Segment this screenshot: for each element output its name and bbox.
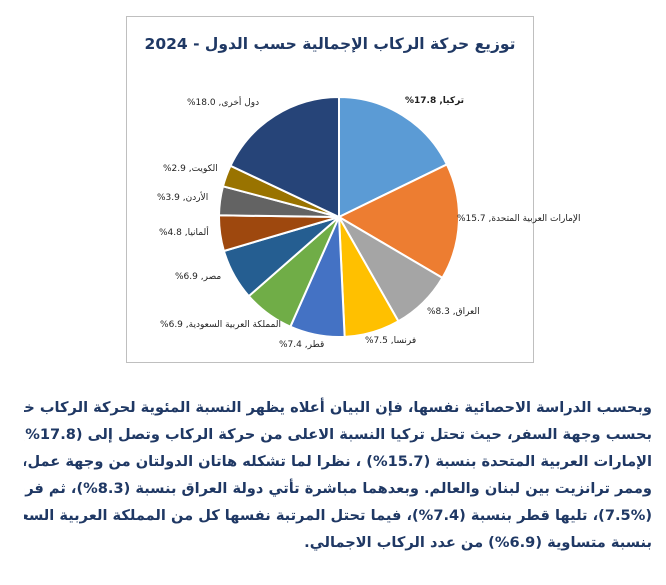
slice-label-germany: ألمانيا, ‎%4.8 bbox=[159, 228, 209, 238]
slice-label-iraq: العراق, ‎%8.3 bbox=[427, 307, 480, 317]
paragraph-line: بحسب وجهة السفر، حيث تحتل تركيا النسبة ا… bbox=[24, 426, 652, 443]
chart-title: توزيع حركة الركاب الإجمالية حسب الدول - … bbox=[144, 35, 516, 53]
pie-chart-svg bbox=[217, 95, 460, 338]
body-paragraph: وبحسب الدراسة الاحصائية نفسها، فإن البيا… bbox=[24, 394, 652, 556]
paragraph-line: وممر ترانزيت بين لبنان والعالم. وبعدهما … bbox=[24, 480, 652, 497]
slice-label-saudi: المملكة العربية السعودية, ‎%6.9 bbox=[160, 320, 281, 330]
slice-label-others: دول أخرى, ‎%18.0 bbox=[187, 98, 260, 108]
pie-slice-10 bbox=[229, 95, 340, 219]
paragraph-line: الإمارات العربية المتحدة بنسبة (15.7%) ،… bbox=[24, 453, 652, 470]
pie-chart: توزيع حركة الركاب الإجمالية حسب الدول - … bbox=[126, 16, 581, 363]
slice-label-jordan: الأردن, ‎%3.9 bbox=[157, 193, 209, 203]
slice-label-egypt: مصر, ‎%6.9 bbox=[175, 272, 222, 282]
pie-slice-1 bbox=[336, 163, 460, 280]
slice-label-qatar: قطر, ‎%7.4 bbox=[279, 340, 325, 350]
slice-label-uae: الإمارات العربية المتحدة, ‎%15.7 bbox=[457, 214, 581, 224]
slice-label-kuwait: الكويت, ‎%2.9 bbox=[163, 164, 218, 174]
paragraph-line: وبحسب الدراسة الاحصائية نفسها، فإن البيا… bbox=[24, 399, 652, 416]
pie-slice-0 bbox=[338, 95, 449, 219]
paragraph-line: (7.5%)، تليها قطر بنسبة (7.4%)، فيما تحت… bbox=[24, 507, 652, 524]
slice-label-turkey: تركيا, ‎%17.8 bbox=[405, 96, 465, 106]
slice-label-france: فرنسا, ‎%7.5 bbox=[365, 336, 417, 346]
paragraph-line: بنسبة متساوية (6.9%) من عدد الركاب الاجم… bbox=[304, 534, 652, 551]
